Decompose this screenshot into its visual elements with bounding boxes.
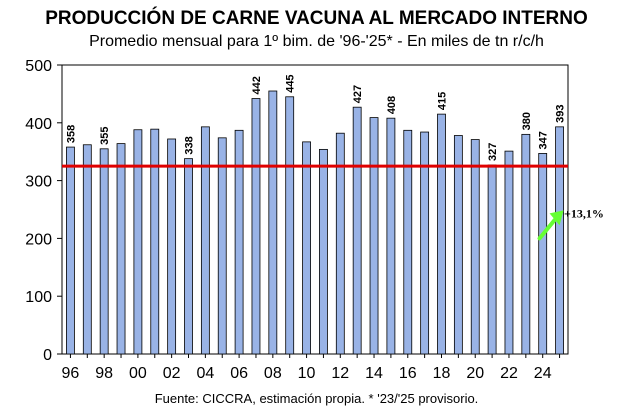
bar [504,150,514,355]
growth-arrow-head [549,210,564,226]
plot-frame [61,64,569,355]
bar [369,117,379,355]
data-label: 358 [65,125,77,143]
bar [302,141,311,355]
bar [386,117,396,355]
x-tick-label: 18 [433,365,451,382]
x-tick-label: 96 [62,365,80,382]
x-tick-label: 00 [129,365,147,382]
data-label: 408 [386,96,398,114]
bar [453,135,463,355]
bar [66,146,75,355]
data-label: 380 [521,112,533,130]
bar [167,138,177,355]
y-tick-label: 400 [25,116,52,133]
x-tick-label: 14 [365,365,383,382]
data-label: 327 [487,143,499,161]
bar [150,128,160,355]
bar [487,164,497,355]
bar [403,129,413,355]
y-tick-label: 300 [25,174,52,191]
x-tick-label: 08 [264,365,282,382]
data-label: 442 [251,76,263,94]
data-label: 427 [352,85,364,103]
bar [82,144,92,355]
x-tick-label: 04 [196,365,214,382]
bar [184,158,193,355]
data-label: 338 [184,136,196,154]
data-label: 445 [285,74,297,92]
growth-arrow-shaft [537,214,560,241]
bar [268,90,278,355]
data-label: 393 [555,104,567,122]
x-tick-label: 06 [230,365,248,382]
x-tick-label: 16 [399,365,417,382]
bar [234,129,244,355]
bar [285,96,295,355]
chart-subtitle: Promedio mensual para 1º bim. de '96-'25… [89,33,544,50]
bar [99,148,109,355]
chart-source-note: Fuente: CICCRA, estimación propia. * '23… [154,391,479,406]
bar [538,153,548,355]
bar [217,137,227,355]
bar [352,106,362,355]
chart-title: PRODUCCIÓN DE CARNE VACUNA AL MERCADO IN… [45,8,588,29]
y-tick-label: 500 [25,58,52,75]
bar [251,98,261,355]
y-tick-label: 100 [25,289,52,306]
growth-annotation: +13,1% [564,207,604,221]
x-tick-label: 24 [534,365,552,382]
x-tick-label: 12 [331,365,349,382]
bar [555,126,564,355]
data-label: 355 [99,126,111,144]
bar [437,113,446,355]
data-label: 347 [538,131,550,149]
x-tick-label: 10 [298,365,316,382]
bar [470,139,480,355]
y-tick-label: 0 [43,347,52,364]
bar [116,143,126,355]
data-label: 415 [437,92,449,110]
x-tick-label: 22 [500,365,518,382]
bar [319,148,328,355]
x-tick-label: 02 [163,365,181,382]
x-tick-label: 98 [95,365,113,382]
bar [200,126,210,355]
bar [133,129,143,355]
y-tick-label: 200 [25,231,52,248]
x-tick-label: 20 [466,365,484,382]
